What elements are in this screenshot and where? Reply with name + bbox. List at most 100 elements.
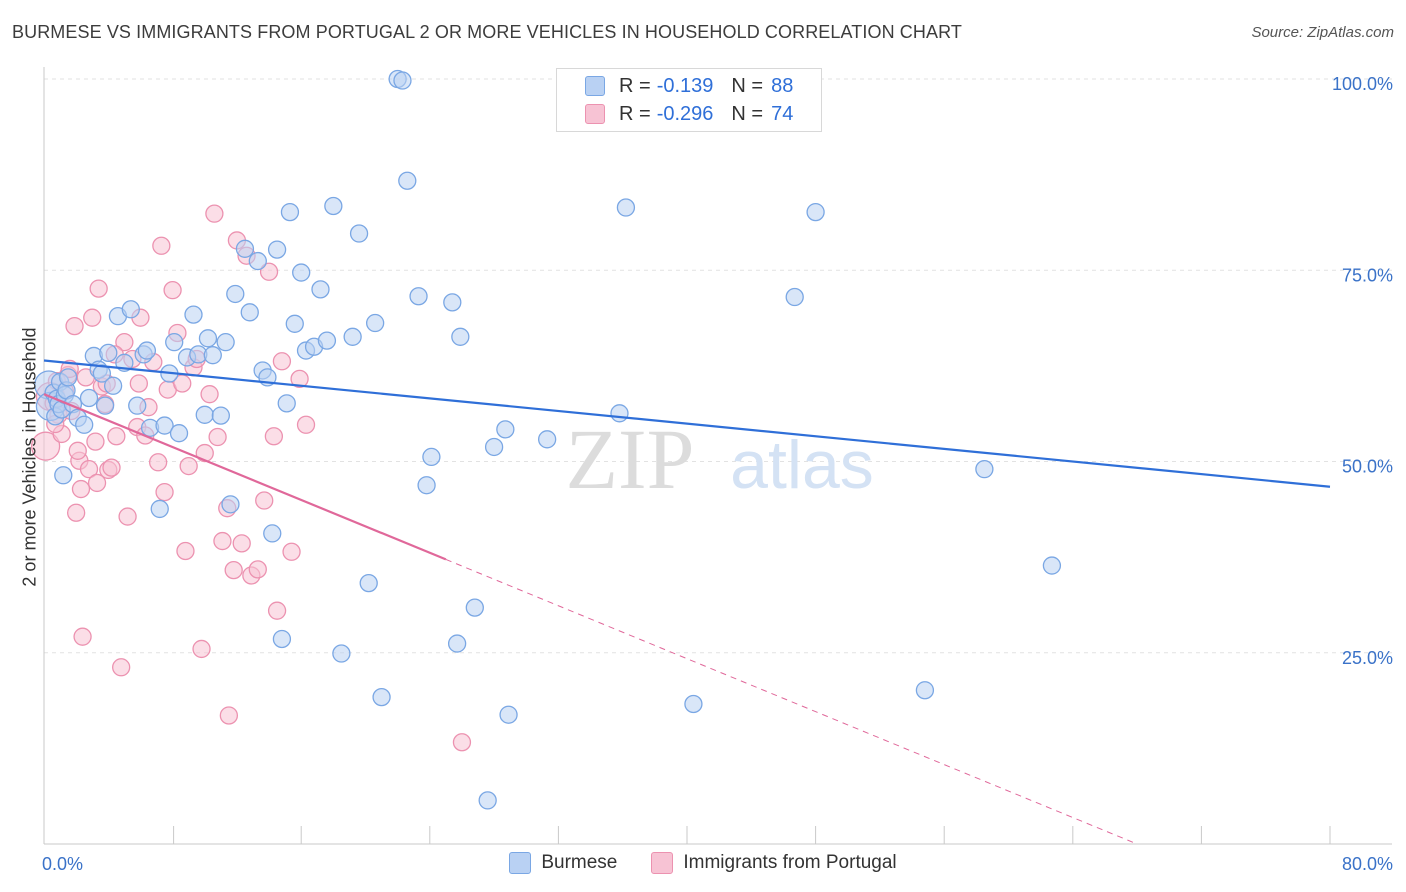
burmese-point <box>417 476 436 495</box>
burmese-point <box>272 629 292 649</box>
portugal-points <box>30 204 472 752</box>
burmese-point <box>128 396 147 415</box>
portugal-point <box>86 432 105 451</box>
portugal-point <box>290 369 309 389</box>
burmese-point <box>280 202 300 222</box>
y-tick-label: 25.0% <box>1342 648 1393 668</box>
watermark: ZIP atlas <box>566 411 874 507</box>
burmese-point <box>478 791 497 810</box>
burmese-swatch-icon <box>509 852 532 874</box>
burmese-point <box>451 327 470 346</box>
y-tick-label: 50.0% <box>1342 457 1393 477</box>
portugal-point <box>107 427 126 446</box>
portugal-point <box>152 236 171 255</box>
y-axis-label: 2 or more Vehicles in Household <box>19 327 40 587</box>
burmese-point <box>499 705 518 724</box>
portugal-point <box>102 458 121 477</box>
burmese-point <box>447 634 467 653</box>
portugal-point <box>115 333 134 352</box>
burmese-point <box>311 280 330 299</box>
burmese-point <box>75 415 94 434</box>
burmese-point <box>343 327 362 346</box>
portugal-swatch-icon <box>651 852 674 874</box>
burmese-point <box>537 430 557 449</box>
legend-item-portugal[interactable]: Immigrants from Portugal <box>651 852 897 874</box>
n-value: 74 <box>771 102 794 125</box>
portugal-point <box>118 507 137 526</box>
portugal-point <box>89 279 108 298</box>
burmese-point <box>409 287 428 306</box>
burmese-point <box>393 71 412 90</box>
burmese-point <box>324 196 343 216</box>
n-label: N = <box>731 102 764 125</box>
portugal-point <box>179 456 198 476</box>
portugal-point <box>267 601 287 620</box>
burmese-point <box>169 424 189 443</box>
burmese-point <box>292 263 311 282</box>
portugal-point <box>155 482 174 502</box>
portugal-point <box>195 443 214 463</box>
y-tick-label: 100.0% <box>1332 74 1393 94</box>
burmese-point <box>610 404 629 423</box>
burmese-point <box>422 447 441 467</box>
portugal-point <box>259 262 279 281</box>
axes <box>43 67 1392 845</box>
burmese-point <box>785 287 804 307</box>
stats-legend: R = -0.139 N = 88 R = -0.296 N = 74 <box>556 68 822 132</box>
legend-row-portugal: R = -0.296 N = 74 <box>585 101 793 127</box>
r-label: R = <box>619 74 651 97</box>
burmese-point <box>92 364 112 383</box>
burmese-point <box>95 396 115 415</box>
portugal-point <box>452 733 472 752</box>
burmese-point <box>184 305 203 324</box>
legend-item-burmese[interactable]: Burmese <box>509 852 617 874</box>
gridlines <box>44 78 1392 654</box>
portugal-point <box>73 627 92 646</box>
burmese-point <box>398 171 417 190</box>
burmese-point <box>616 198 636 217</box>
portugal-point <box>213 531 232 551</box>
burmese-point <box>332 644 351 663</box>
burmese-point <box>496 420 515 439</box>
portugal-point <box>219 706 239 725</box>
portugal-point <box>163 280 182 300</box>
portugal-point <box>224 560 243 580</box>
burmese-point <box>198 329 218 348</box>
portugal-point <box>68 441 87 460</box>
portugal-point <box>129 374 148 393</box>
source-label: Source: ZipAtlas.com <box>1251 24 1394 41</box>
portugal-point <box>87 473 107 493</box>
portugal-point <box>71 479 91 499</box>
burmese-point <box>195 405 214 424</box>
portugal-point <box>83 308 102 327</box>
portugal-trend-extension <box>445 558 1138 845</box>
burmese-point <box>359 573 378 593</box>
legend-row-burmese: R = -0.139 N = 88 <box>585 73 793 99</box>
portugal-swatch-icon <box>585 104 605 124</box>
chart-title: BURMESE VS IMMIGRANTS FROM PORTUGAL 2 OR… <box>12 22 962 42</box>
burmese-point <box>216 333 235 352</box>
burmese-point <box>235 239 255 258</box>
burmese-point <box>1042 556 1062 575</box>
burmese-point <box>240 303 259 322</box>
burmese-point <box>263 524 282 543</box>
burmese-point <box>277 394 296 413</box>
burmese-point <box>975 459 994 479</box>
burmese-point <box>155 416 174 435</box>
r-value: -0.139 <box>656 74 714 97</box>
portugal-point <box>176 541 195 561</box>
burmese-point <box>443 293 462 312</box>
portugal-point <box>148 453 168 472</box>
portugal-point <box>296 415 316 434</box>
burmese-point <box>165 333 184 352</box>
burmese-point <box>248 251 267 271</box>
trend-lines <box>43 359 1331 845</box>
n-label: N = <box>731 74 764 97</box>
r-value: -0.296 <box>656 102 714 125</box>
portugal-point <box>192 639 211 659</box>
burmese-points <box>34 69 1062 810</box>
burmese-point <box>484 437 504 457</box>
burmese-point <box>317 331 337 350</box>
portugal-point <box>264 427 284 446</box>
